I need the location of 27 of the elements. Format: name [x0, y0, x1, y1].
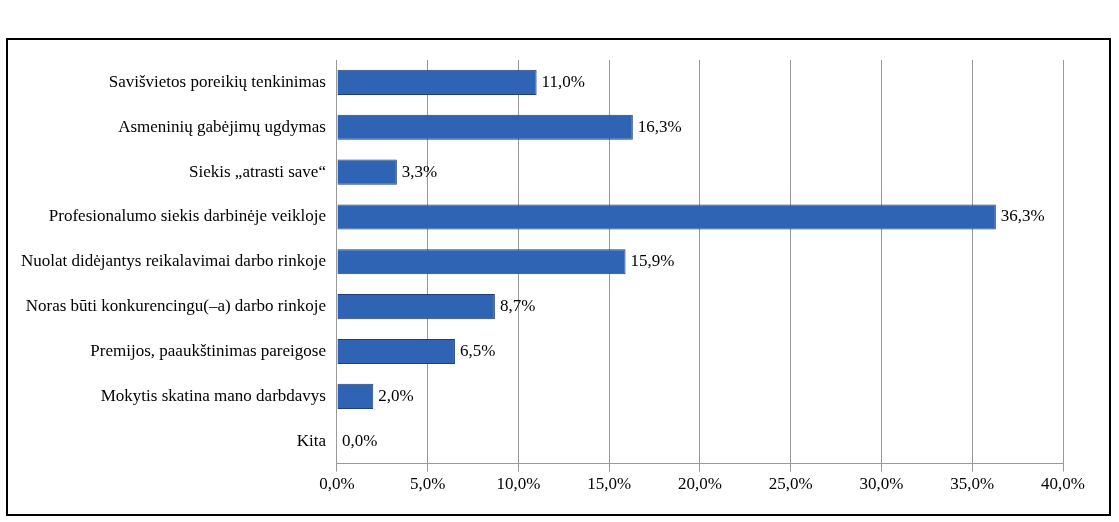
y-tick-label: Profesionalumo siekis darbinėje veikloje: [48, 206, 326, 226]
data-label: 0,0%: [341, 430, 378, 450]
x-tick-label: 35,0%: [950, 474, 995, 494]
x-tick-label: 40,0%: [1041, 474, 1085, 494]
x-tick-label: 25,0%: [768, 474, 813, 494]
y-tick-label: Nuolat didėjantys reikalavimai darbo rinkoje: [20, 251, 326, 271]
x-tick-label: 5,0%: [410, 474, 446, 494]
y-tick-label: Mokytis skatina mano darbdavys: [100, 385, 326, 405]
data-label: 8,7%: [499, 296, 536, 316]
y-tick-label: Savišvietos poreikių tenkinimas: [108, 71, 326, 91]
data-label: 36,3%: [1000, 206, 1045, 226]
y-tick-label: Kita: [296, 430, 327, 450]
data-label: 15,9%: [630, 251, 675, 271]
x-tick-label: 30,0%: [859, 474, 904, 494]
data-label: 3,3%: [401, 161, 438, 181]
x-tick-label: 15,0%: [587, 474, 632, 494]
x-tick-label: 0,0%: [319, 474, 355, 494]
data-label: 11,0%: [541, 71, 585, 91]
y-tick-label: Premijos, paaukštinimas pareigose: [90, 340, 326, 360]
y-tick-label: Asmeninių gabėjimų ugdymas: [118, 116, 326, 136]
data-label: 2,0%: [378, 385, 414, 405]
data-label: 16,3%: [637, 116, 682, 136]
data-label: 6,5%: [459, 340, 496, 360]
y-tick-label: Noras būti konkurencingu(–a) darbo rinkoje: [25, 296, 326, 316]
y-tick-label: Siekis „atrasti save“: [189, 161, 326, 181]
x-tick-label: 20,0%: [678, 474, 722, 494]
x-tick-label: 10,0%: [496, 474, 541, 494]
